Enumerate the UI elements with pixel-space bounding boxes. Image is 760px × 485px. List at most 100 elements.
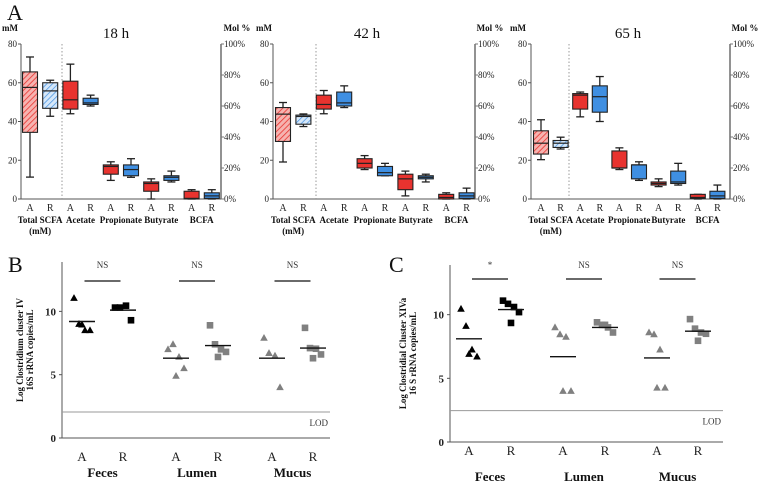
- category-label-A: A: [188, 203, 196, 214]
- group-label: Propionate: [354, 215, 396, 225]
- box-butyrate-R: [163, 170, 180, 183]
- box: [102, 164, 119, 175]
- right-tick-label: 0%: [733, 194, 746, 204]
- triangle-point: [645, 328, 653, 336]
- group-label-unit: (mM): [282, 226, 304, 236]
- category-label-A: A: [26, 203, 34, 214]
- square-point: [694, 337, 702, 345]
- triangle-point: [551, 323, 559, 331]
- triangle-point: [169, 340, 177, 348]
- y-tick-label: 0: [439, 437, 445, 449]
- right-tick-label: 40%: [224, 132, 241, 142]
- box: [183, 190, 200, 200]
- box-bcfa-A: [689, 193, 706, 200]
- box: [689, 193, 706, 199]
- category-label-R: R: [714, 203, 721, 214]
- series-mucus-A: [259, 333, 285, 391]
- y-axis-label-line2: 16 S rRNA copies/mL: [408, 312, 418, 395]
- box: [122, 164, 140, 177]
- triangle-point: [70, 294, 78, 301]
- box-total-scfa-A: [274, 101, 292, 163]
- box: [21, 71, 39, 133]
- series-lumen-A: [550, 323, 576, 394]
- box-propionate-R: [630, 161, 648, 182]
- box: [82, 97, 99, 105]
- box: [630, 164, 648, 180]
- square-point: [601, 321, 609, 329]
- scatter-panel-B: B 0 5 10 Log Clostridium cluster IV 16S rRNA …: [8, 252, 330, 480]
- box-butyrate-R: [670, 162, 687, 186]
- triangle-point: [656, 345, 664, 353]
- left-tick-label: 40: [518, 117, 528, 127]
- box-propionate-A: [102, 161, 119, 182]
- left-tick-label: 40: [260, 117, 270, 127]
- group-label: Lumen: [177, 465, 218, 480]
- y-tick-label: 10: [45, 306, 57, 318]
- triangle-point: [556, 330, 564, 338]
- group-label-unit: (mM): [540, 226, 562, 236]
- left-tick-label: 20: [518, 155, 528, 165]
- triangle-point: [562, 332, 570, 340]
- group-label: Propionate: [608, 215, 650, 225]
- significance-label: NS: [578, 260, 590, 270]
- box: [295, 114, 312, 125]
- category-label-R: R: [601, 443, 610, 458]
- category-label-R: R: [300, 203, 307, 214]
- category-label-A: A: [267, 449, 277, 464]
- category-label-R: R: [382, 203, 389, 214]
- square-point: [127, 316, 135, 324]
- series-lumen-R: [592, 319, 618, 336]
- category-label-A: A: [464, 443, 474, 458]
- box-panel-18h: A 18 h mM Mol % 0 20 40 60 80 0% 20% 40% 60% 80% 100% A…: [2, 0, 250, 236]
- right-tick-label: 40%: [733, 132, 750, 142]
- triangle-point: [473, 352, 481, 360]
- group-label: Acetate: [66, 215, 95, 225]
- group-label: Butyrate: [399, 215, 433, 225]
- category-label-A: A: [77, 449, 87, 464]
- triangle-point: [81, 326, 89, 334]
- significance-label: NS: [191, 260, 203, 270]
- box-butyrate-A: [143, 178, 160, 200]
- box-acetate-A: [315, 89, 332, 115]
- category-label-A: A: [107, 203, 115, 214]
- box-total-scfa-A: [532, 119, 550, 161]
- category-label-R: R: [341, 203, 348, 214]
- triangle-point: [468, 345, 476, 353]
- box-total-scfa-R: [42, 79, 59, 117]
- triangle-point: [260, 333, 268, 341]
- square-point: [211, 341, 219, 348]
- left-tick-label: 0: [13, 194, 18, 204]
- series-feces-R: [498, 297, 524, 327]
- right-tick-label: 80%: [478, 70, 495, 80]
- group-label: Butyrate: [651, 215, 685, 225]
- box-acetate-R: [336, 85, 353, 109]
- left-tick-label: 0: [265, 194, 270, 204]
- box: [143, 181, 160, 192]
- y-tick-label: 10: [433, 310, 445, 322]
- group-label: Feces: [87, 465, 117, 480]
- lod-label: LOD: [310, 418, 329, 428]
- square-point: [593, 319, 601, 326]
- left-tick-label: 80: [518, 39, 528, 49]
- left-tick-label: 60: [518, 78, 528, 88]
- square-point: [116, 304, 124, 311]
- series-lumen-R: [205, 322, 231, 361]
- square-point: [691, 325, 699, 332]
- group-label-unit: (mM): [29, 226, 51, 236]
- box-total-scfa-R: [552, 136, 569, 150]
- left-tick-label: 0: [523, 194, 528, 204]
- category-label-A: A: [67, 203, 75, 214]
- category-label-A: A: [320, 203, 328, 214]
- category-label-A: A: [279, 203, 287, 214]
- category-label-A: A: [443, 203, 451, 214]
- scatter-panel-C: C 0 5 10 Log Clostridial Cluster XIVa 16 S rR…: [389, 252, 723, 484]
- square-point: [499, 297, 507, 304]
- box: [438, 193, 455, 200]
- left-tick-label: 80: [260, 39, 270, 49]
- box-bcfa-R: [709, 184, 726, 200]
- series-feces-R: [110, 302, 136, 324]
- category-label-A: A: [655, 203, 663, 214]
- box-propionate-R: [376, 162, 394, 177]
- category-label-R: R: [119, 449, 128, 464]
- square-point: [122, 302, 130, 309]
